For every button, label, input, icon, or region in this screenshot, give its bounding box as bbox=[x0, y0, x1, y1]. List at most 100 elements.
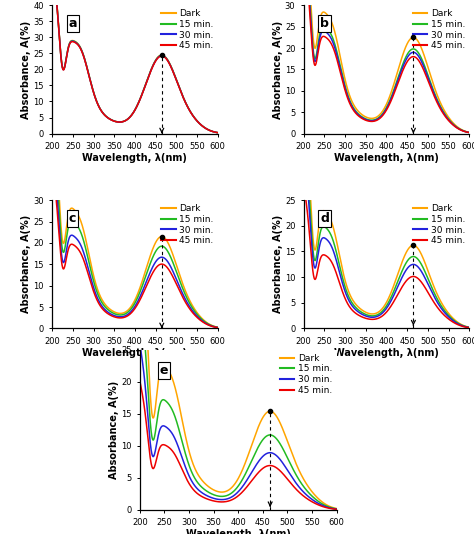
15 min. bbox=[256, 442, 262, 449]
X-axis label: Wavelength, λ(nm): Wavelength, λ(nm) bbox=[186, 529, 291, 534]
Dark bbox=[311, 243, 317, 249]
Dark bbox=[397, 61, 403, 67]
30 min. bbox=[311, 262, 317, 269]
Text: d: d bbox=[320, 212, 329, 225]
15 min. bbox=[175, 80, 181, 87]
X-axis label: Wavelength, λ(nm): Wavelength, λ(nm) bbox=[334, 348, 439, 358]
30 min. bbox=[155, 256, 160, 263]
45 min. bbox=[397, 75, 403, 81]
45 min. bbox=[149, 464, 155, 470]
45 min. bbox=[311, 274, 317, 280]
30 min. bbox=[427, 284, 432, 290]
15 min. bbox=[311, 254, 317, 261]
30 min. bbox=[397, 72, 403, 78]
30 min. bbox=[146, 74, 151, 81]
45 min. bbox=[334, 506, 339, 513]
15 min. bbox=[251, 452, 257, 459]
Line: 15 min.: 15 min. bbox=[52, 0, 218, 132]
Dark bbox=[256, 421, 262, 428]
Line: 30 min.: 30 min. bbox=[140, 343, 337, 509]
30 min. bbox=[192, 115, 198, 121]
Dark bbox=[397, 265, 403, 271]
30 min. bbox=[149, 451, 155, 457]
Dark bbox=[334, 505, 339, 512]
Dark bbox=[150, 246, 155, 253]
45 min. bbox=[256, 468, 262, 475]
45 min. bbox=[49, 161, 55, 168]
30 min. bbox=[150, 264, 155, 270]
Line: 15 min.: 15 min. bbox=[140, 292, 337, 509]
45 min. bbox=[59, 263, 65, 270]
Line: 45 min.: 45 min. bbox=[140, 381, 337, 509]
15 min. bbox=[443, 310, 449, 316]
Y-axis label: Absorbance, A(%): Absorbance, A(%) bbox=[21, 215, 31, 313]
Y-axis label: Absorbance, A(%): Absorbance, A(%) bbox=[21, 20, 31, 119]
15 min. bbox=[427, 76, 432, 82]
Line: 30 min.: 30 min. bbox=[52, 147, 218, 327]
15 min. bbox=[443, 113, 449, 120]
Dark bbox=[466, 324, 472, 331]
30 min. bbox=[443, 311, 449, 318]
15 min. bbox=[286, 458, 292, 464]
Line: Dark: Dark bbox=[52, 94, 218, 327]
45 min. bbox=[443, 314, 449, 320]
15 min. bbox=[192, 115, 198, 121]
15 min. bbox=[262, 434, 268, 441]
45 min. bbox=[59, 64, 65, 70]
Dark bbox=[443, 307, 449, 313]
15 min. bbox=[301, 126, 307, 132]
30 min. bbox=[401, 270, 407, 277]
15 min. bbox=[137, 288, 143, 295]
Line: 30 min.: 30 min. bbox=[304, 0, 469, 132]
Dark bbox=[427, 68, 432, 75]
45 min. bbox=[406, 275, 412, 281]
15 min. bbox=[397, 69, 403, 76]
15 min. bbox=[215, 129, 220, 136]
30 min. bbox=[301, 148, 307, 154]
45 min. bbox=[301, 182, 307, 188]
45 min. bbox=[286, 478, 292, 484]
X-axis label: Wavelength, λ(nm): Wavelength, λ(nm) bbox=[82, 348, 187, 358]
Line: 30 min.: 30 min. bbox=[304, 151, 469, 327]
45 min. bbox=[262, 464, 268, 470]
Line: Dark: Dark bbox=[304, 98, 469, 327]
Dark bbox=[466, 129, 472, 136]
45 min. bbox=[155, 55, 160, 61]
Dark bbox=[155, 236, 160, 242]
45 min. bbox=[443, 115, 449, 121]
15 min. bbox=[146, 266, 151, 272]
15 min. bbox=[466, 129, 472, 136]
15 min. bbox=[155, 54, 160, 61]
Legend: Dark, 15 min., 30 min., 45 min.: Dark, 15 min., 30 min., 45 min. bbox=[411, 202, 467, 247]
Dark bbox=[251, 435, 257, 442]
45 min. bbox=[311, 59, 317, 66]
30 min. bbox=[59, 64, 65, 70]
Line: 45 min.: 45 min. bbox=[52, 0, 218, 132]
45 min. bbox=[150, 64, 155, 70]
Dark bbox=[59, 237, 65, 243]
45 min. bbox=[251, 475, 257, 481]
30 min. bbox=[146, 274, 151, 280]
Line: 45 min.: 45 min. bbox=[304, 185, 469, 328]
45 min. bbox=[146, 279, 151, 285]
Dark bbox=[155, 54, 160, 61]
Dark bbox=[137, 219, 143, 226]
Dark bbox=[215, 324, 220, 331]
Legend: Dark, 15 min., 30 min., 45 min.: Dark, 15 min., 30 min., 45 min. bbox=[278, 352, 334, 397]
Dark bbox=[286, 442, 292, 449]
15 min. bbox=[175, 272, 181, 278]
Dark bbox=[406, 245, 412, 251]
15 min. bbox=[397, 273, 403, 279]
Dark bbox=[150, 63, 155, 69]
45 min. bbox=[175, 284, 181, 290]
Dark bbox=[49, 91, 55, 97]
15 min. bbox=[334, 506, 339, 512]
45 min. bbox=[175, 81, 181, 87]
30 min. bbox=[251, 465, 257, 472]
Legend: Dark, 15 min., 30 min., 45 min.: Dark, 15 min., 30 min., 45 min. bbox=[159, 202, 215, 247]
15 min. bbox=[149, 434, 155, 440]
30 min. bbox=[334, 506, 339, 512]
Y-axis label: Absorbance, A(%): Absorbance, A(%) bbox=[109, 381, 119, 479]
Dark bbox=[262, 411, 268, 418]
45 min. bbox=[192, 312, 198, 318]
